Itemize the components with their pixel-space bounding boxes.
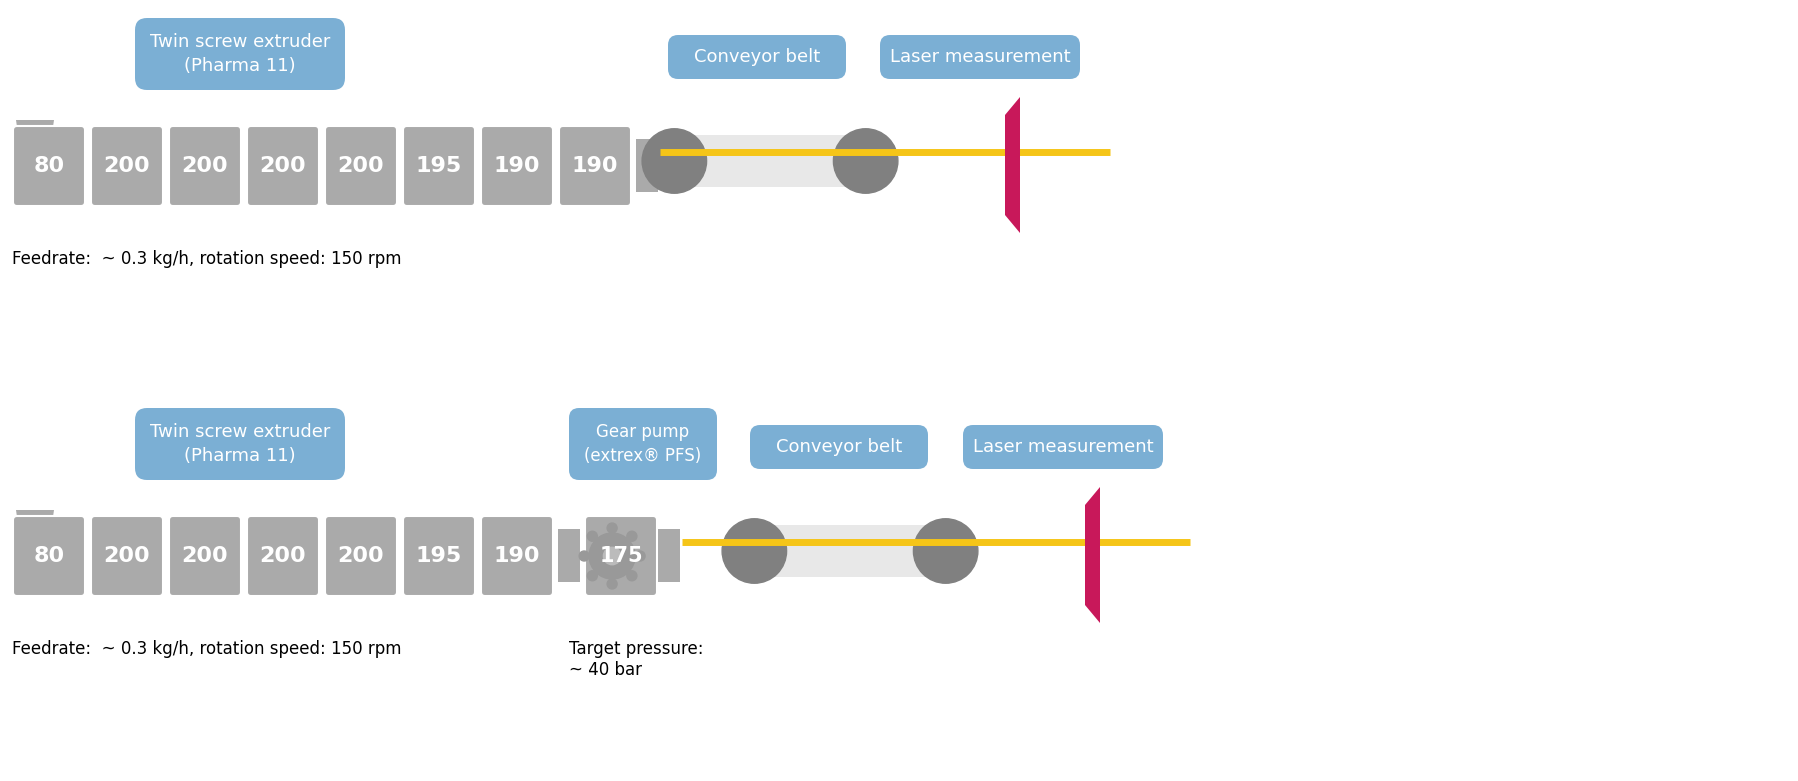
Polygon shape <box>16 120 54 175</box>
Circle shape <box>642 129 707 193</box>
Text: 200: 200 <box>338 546 385 566</box>
FancyBboxPatch shape <box>750 425 928 469</box>
Circle shape <box>588 531 597 541</box>
FancyBboxPatch shape <box>669 35 847 79</box>
Text: Conveyor belt: Conveyor belt <box>777 438 903 456</box>
FancyBboxPatch shape <box>135 18 345 90</box>
Text: 190: 190 <box>494 156 539 176</box>
FancyBboxPatch shape <box>559 126 631 206</box>
Circle shape <box>628 571 636 581</box>
Polygon shape <box>1084 487 1100 623</box>
FancyBboxPatch shape <box>325 126 397 206</box>
FancyBboxPatch shape <box>482 126 554 206</box>
Text: Conveyor belt: Conveyor belt <box>694 48 820 66</box>
FancyBboxPatch shape <box>92 516 164 596</box>
Text: 200: 200 <box>182 546 228 566</box>
FancyBboxPatch shape <box>879 35 1081 79</box>
Bar <box>557 529 581 582</box>
Circle shape <box>588 571 597 581</box>
Text: 200: 200 <box>182 156 228 176</box>
Text: 195: 195 <box>415 156 462 176</box>
Text: Twin screw extruder
(Pharma 11): Twin screw extruder (Pharma 11) <box>149 423 331 465</box>
Text: 200: 200 <box>104 546 151 566</box>
Circle shape <box>635 551 645 561</box>
Circle shape <box>608 579 617 589</box>
Text: Twin screw extruder
(Pharma 11): Twin screw extruder (Pharma 11) <box>149 34 331 75</box>
FancyBboxPatch shape <box>169 516 241 596</box>
FancyBboxPatch shape <box>13 516 85 596</box>
FancyBboxPatch shape <box>246 126 318 206</box>
Text: 175: 175 <box>599 546 644 566</box>
FancyBboxPatch shape <box>13 126 85 206</box>
Circle shape <box>834 129 897 193</box>
Text: 200: 200 <box>259 546 306 566</box>
Polygon shape <box>16 510 54 565</box>
Text: Feedrate:  ~ 0.3 kg/h, rotation speed: 150 rpm: Feedrate: ~ 0.3 kg/h, rotation speed: 15… <box>13 640 401 658</box>
Text: Gear pump
(extrex® PFS): Gear pump (extrex® PFS) <box>584 423 701 465</box>
FancyBboxPatch shape <box>246 516 318 596</box>
Text: Laser measurement: Laser measurement <box>973 438 1153 456</box>
Text: 200: 200 <box>259 156 306 176</box>
Text: Target pressure:
~ 40 bar: Target pressure: ~ 40 bar <box>568 640 703 679</box>
Circle shape <box>590 533 635 579</box>
FancyBboxPatch shape <box>92 126 164 206</box>
Text: 200: 200 <box>104 156 151 176</box>
FancyBboxPatch shape <box>325 516 397 596</box>
FancyBboxPatch shape <box>654 135 885 187</box>
Text: Feedrate:  ~ 0.3 kg/h, rotation speed: 150 rpm: Feedrate: ~ 0.3 kg/h, rotation speed: 15… <box>13 250 401 268</box>
Circle shape <box>604 547 620 565</box>
Circle shape <box>913 519 978 583</box>
FancyBboxPatch shape <box>135 408 345 480</box>
Text: 80: 80 <box>34 156 65 176</box>
Circle shape <box>608 523 617 533</box>
FancyBboxPatch shape <box>568 408 717 480</box>
Polygon shape <box>1005 97 1019 233</box>
FancyBboxPatch shape <box>584 516 656 596</box>
FancyBboxPatch shape <box>169 126 241 206</box>
Bar <box>658 529 680 582</box>
Text: 190: 190 <box>572 156 619 176</box>
FancyBboxPatch shape <box>964 425 1163 469</box>
Text: 195: 195 <box>415 546 462 566</box>
Circle shape <box>723 519 786 583</box>
Circle shape <box>628 531 636 541</box>
Text: 190: 190 <box>494 546 539 566</box>
Circle shape <box>579 551 590 561</box>
Text: 200: 200 <box>338 156 385 176</box>
Text: Laser measurement: Laser measurement <box>890 48 1070 66</box>
FancyBboxPatch shape <box>403 126 475 206</box>
FancyBboxPatch shape <box>403 516 475 596</box>
Text: 80: 80 <box>34 546 65 566</box>
FancyBboxPatch shape <box>482 516 554 596</box>
FancyBboxPatch shape <box>735 525 966 577</box>
Bar <box>636 139 658 192</box>
